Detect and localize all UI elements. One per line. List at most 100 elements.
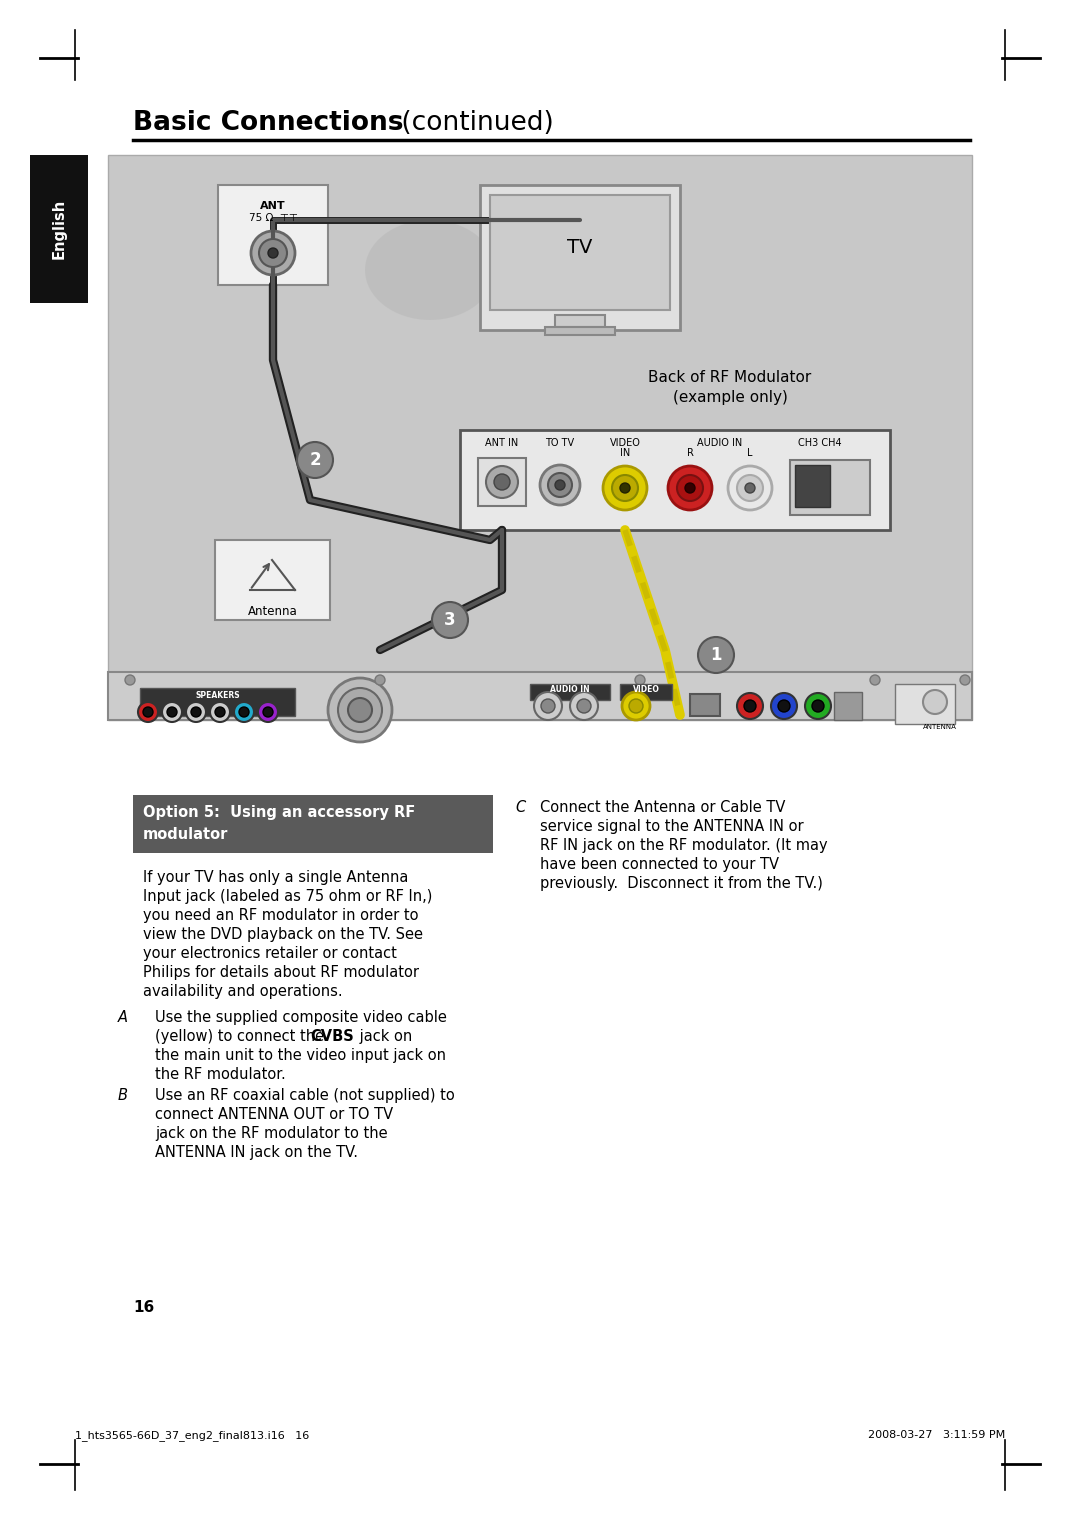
Circle shape <box>210 703 230 722</box>
Circle shape <box>259 239 287 267</box>
Bar <box>480 184 680 331</box>
Bar <box>620 684 672 700</box>
Text: R: R <box>687 448 693 459</box>
Circle shape <box>186 703 206 722</box>
Text: 75 Ω  ⊤⊤: 75 Ω ⊤⊤ <box>248 213 297 223</box>
Circle shape <box>570 692 598 719</box>
Text: TV: TV <box>567 238 593 258</box>
Circle shape <box>167 707 177 716</box>
Circle shape <box>486 466 518 498</box>
Circle shape <box>728 466 772 511</box>
Circle shape <box>540 465 580 504</box>
Circle shape <box>745 483 755 492</box>
Text: (yellow) to connect the: (yellow) to connect the <box>156 1029 328 1044</box>
Text: you need an RF modulator in order to: you need an RF modulator in order to <box>143 908 419 924</box>
Circle shape <box>669 466 712 511</box>
Bar <box>460 430 890 530</box>
Circle shape <box>297 442 333 479</box>
Circle shape <box>870 675 880 684</box>
Circle shape <box>432 602 468 639</box>
Text: A: A <box>118 1010 129 1026</box>
Text: CH3 CH4: CH3 CH4 <box>798 437 841 448</box>
Circle shape <box>805 693 831 719</box>
Circle shape <box>812 700 824 712</box>
Bar <box>218 184 328 285</box>
Circle shape <box>162 703 183 722</box>
Circle shape <box>677 475 703 501</box>
Circle shape <box>328 678 392 742</box>
Circle shape <box>191 707 201 716</box>
Bar <box>834 692 862 719</box>
Circle shape <box>960 675 970 684</box>
Text: AUDIO IN: AUDIO IN <box>698 437 743 448</box>
Text: availability and operations.: availability and operations. <box>143 985 342 1000</box>
Bar <box>690 693 720 716</box>
Text: service signal to the ANTENNA IN or: service signal to the ANTENNA IN or <box>540 818 804 834</box>
Bar <box>545 328 615 335</box>
Text: VIDEO: VIDEO <box>633 684 660 693</box>
Text: 2: 2 <box>309 451 321 469</box>
Circle shape <box>629 700 643 713</box>
Text: Option 5:  Using an accessory RF: Option 5: Using an accessory RF <box>143 805 415 820</box>
Circle shape <box>744 700 756 712</box>
Circle shape <box>234 703 254 722</box>
Bar <box>530 684 610 700</box>
Circle shape <box>622 692 650 719</box>
Bar <box>895 684 955 724</box>
Circle shape <box>612 475 638 501</box>
Text: modulator: modulator <box>143 828 228 841</box>
Bar <box>795 465 831 507</box>
Text: the RF modulator.: the RF modulator. <box>156 1067 286 1082</box>
Circle shape <box>534 692 562 719</box>
Circle shape <box>494 474 510 491</box>
Text: view the DVD playback on the TV. See: view the DVD playback on the TV. See <box>143 927 423 942</box>
Text: C: C <box>516 800 526 815</box>
Circle shape <box>264 707 273 716</box>
Text: (example only): (example only) <box>673 390 787 405</box>
Circle shape <box>685 483 696 492</box>
Text: Use an RF coaxial cable (not supplied) to: Use an RF coaxial cable (not supplied) t… <box>156 1088 455 1103</box>
Text: IN: IN <box>620 448 630 459</box>
Circle shape <box>268 248 278 258</box>
Bar <box>215 539 330 620</box>
Text: 1: 1 <box>711 646 721 664</box>
Circle shape <box>771 693 797 719</box>
Text: B: B <box>118 1088 129 1103</box>
Bar <box>490 195 670 309</box>
Bar <box>555 315 605 328</box>
Text: L: L <box>747 448 753 459</box>
Text: previously.  Disconnect it from the TV.): previously. Disconnect it from the TV.) <box>540 876 823 892</box>
Circle shape <box>635 675 645 684</box>
Text: ANTENNA IN jack on the TV.: ANTENNA IN jack on the TV. <box>156 1145 357 1160</box>
Text: have been connected to your TV: have been connected to your TV <box>540 856 779 872</box>
Text: ANT IN: ANT IN <box>485 437 518 448</box>
Text: 1_hts3565-66D_37_eng2_final813.i16   16: 1_hts3565-66D_37_eng2_final813.i16 16 <box>75 1430 309 1440</box>
Text: English: English <box>52 198 67 259</box>
Text: Basic Connections: Basic Connections <box>133 110 404 136</box>
Circle shape <box>698 637 734 674</box>
Bar <box>478 459 526 506</box>
Text: jack on: jack on <box>355 1029 413 1044</box>
Circle shape <box>541 700 555 713</box>
Text: 16: 16 <box>133 1300 154 1315</box>
Text: Philips for details about RF modulator: Philips for details about RF modulator <box>143 965 419 980</box>
Text: jack on the RF modulator to the: jack on the RF modulator to the <box>156 1126 388 1141</box>
Circle shape <box>143 707 153 716</box>
Circle shape <box>737 693 762 719</box>
Circle shape <box>375 675 384 684</box>
Circle shape <box>138 703 158 722</box>
Text: 2008-03-27   3:11:59 PM: 2008-03-27 3:11:59 PM <box>867 1430 1005 1440</box>
Circle shape <box>125 675 135 684</box>
Text: CVBS: CVBS <box>310 1029 354 1044</box>
Circle shape <box>348 698 372 722</box>
Ellipse shape <box>365 219 495 320</box>
Bar <box>789 460 870 515</box>
Circle shape <box>338 687 382 732</box>
Text: the main unit to the video input jack on: the main unit to the video input jack on <box>156 1049 446 1064</box>
Text: Connect the Antenna or Cable TV: Connect the Antenna or Cable TV <box>540 800 785 815</box>
Circle shape <box>239 707 249 716</box>
Text: AUDIO IN: AUDIO IN <box>550 684 590 693</box>
Text: (continued): (continued) <box>393 110 554 136</box>
Text: 3: 3 <box>444 611 456 629</box>
Text: Input jack (labeled as 75 ohm or RF In,): Input jack (labeled as 75 ohm or RF In,) <box>143 888 432 904</box>
